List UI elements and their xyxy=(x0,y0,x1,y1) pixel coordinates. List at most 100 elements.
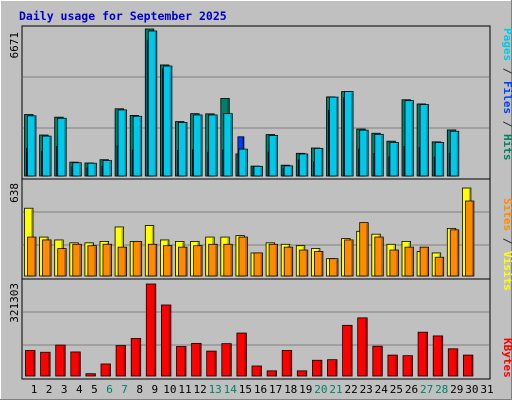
x-tick-label: 6 xyxy=(106,383,113,396)
visits-panel: 638 Sites / Visits xyxy=(8,178,512,291)
x-tick-label: 29 xyxy=(450,383,463,396)
kbytes-bar xyxy=(115,345,126,377)
legend-label-part: / xyxy=(501,231,512,251)
sites-bar xyxy=(42,239,52,277)
pages-bar xyxy=(359,129,369,177)
pages-bar xyxy=(57,117,67,177)
hits-ymax-label: 6671 xyxy=(8,32,21,59)
sites-bar xyxy=(162,245,173,277)
visits-bars xyxy=(24,187,475,277)
x-tick-label: 14 xyxy=(224,383,238,396)
pages-bar xyxy=(72,162,82,177)
kbytes-bar xyxy=(100,363,111,377)
sites-bar xyxy=(464,200,475,277)
sites-bar xyxy=(57,248,67,277)
pages-bar xyxy=(42,135,52,177)
hits-legend-label: Pages / Files / Hits xyxy=(501,28,512,161)
kbytes-bar xyxy=(281,350,293,377)
sites-bar xyxy=(389,249,399,277)
sites-bar xyxy=(102,243,112,277)
x-tick-label: 19 xyxy=(299,383,312,396)
kbytes-bar xyxy=(447,348,459,377)
kbytes-ymax-label: 321303 xyxy=(8,283,21,323)
x-tick-label: 2 xyxy=(46,383,53,396)
sites-bar xyxy=(283,246,294,277)
sites-bar xyxy=(313,251,324,277)
legend-label-part: Pages xyxy=(501,28,512,61)
x-tick-label: 27 xyxy=(420,383,433,396)
x-tick-label: 20 xyxy=(314,383,327,396)
legend-label-part: Files xyxy=(501,81,512,114)
sites-bar xyxy=(117,246,127,277)
x-tick-label: 24 xyxy=(375,383,389,396)
x-tick-label: 1 xyxy=(31,383,38,396)
sites-bar xyxy=(268,243,279,277)
kbytes-panel: 321303 KBytes xyxy=(8,278,512,380)
pages-bar xyxy=(374,133,384,177)
kbytes-bar xyxy=(462,354,474,377)
pages-bar xyxy=(449,130,460,177)
kbytes-bar xyxy=(176,346,187,377)
hits-panel: 6671 Pages / Files / Hits xyxy=(8,25,512,180)
kbytes-bar xyxy=(387,354,398,377)
kbytes-bar xyxy=(311,359,323,377)
pages-bar xyxy=(27,115,37,177)
legend-label-part: Visits xyxy=(501,251,512,291)
x-tick-label: 26 xyxy=(405,383,418,396)
pages-bar xyxy=(238,148,248,177)
pages-bar xyxy=(193,114,203,177)
pages-bar xyxy=(147,30,158,177)
sites-bar xyxy=(208,243,218,277)
sites-bar xyxy=(404,246,414,277)
kbytes-bar xyxy=(70,351,81,377)
kbytes-bar xyxy=(191,342,202,377)
kbytes-bar xyxy=(236,332,247,377)
sites-bar xyxy=(193,245,203,277)
x-tick-label: 8 xyxy=(136,383,143,396)
hits-bars xyxy=(24,28,460,177)
kbytes-bars xyxy=(25,283,474,377)
kbytes-bar xyxy=(432,335,444,377)
kbytes-bar xyxy=(55,344,66,377)
sites-bar xyxy=(449,229,460,277)
pages-bar xyxy=(132,115,143,177)
kbytes-bar xyxy=(296,370,308,377)
sites-bar xyxy=(359,222,369,277)
kbytes-bar xyxy=(160,304,172,377)
x-tick-label: 15 xyxy=(239,383,252,396)
legend-label-part: KBytes xyxy=(501,338,512,378)
x-tick-label: 3 xyxy=(61,383,68,396)
kbytes-bar xyxy=(357,317,368,377)
legend-label-part: Sites xyxy=(501,198,512,231)
legend-label-part: Hits xyxy=(501,134,512,161)
sites-bar xyxy=(329,258,339,277)
x-tick-label: 30 xyxy=(465,383,478,396)
kbytes-bar xyxy=(25,350,36,377)
kbytes-bar xyxy=(221,343,232,377)
sites-bar xyxy=(298,249,309,277)
x-tick-label: 10 xyxy=(163,383,176,396)
kbytes-bar xyxy=(206,350,217,377)
x-tick-label: 18 xyxy=(284,383,297,396)
sites-bar xyxy=(374,236,384,277)
x-tick-label: 16 xyxy=(254,383,267,396)
x-tick-label: 25 xyxy=(390,383,403,396)
sites-bar xyxy=(253,252,263,277)
x-tick-label: 11 xyxy=(178,383,191,396)
x-tick-label: 21 xyxy=(329,383,342,396)
kbytes-bar xyxy=(372,345,383,377)
sites-bar xyxy=(223,243,233,277)
sites-bar xyxy=(147,243,158,277)
sites-bar xyxy=(87,245,97,277)
pages-bar xyxy=(434,142,445,177)
x-tick-label: 23 xyxy=(360,383,373,396)
sites-bar xyxy=(238,236,248,277)
pages-bar xyxy=(178,122,188,177)
pages-bar xyxy=(344,91,354,177)
pages-bar xyxy=(298,153,309,177)
legend-label-part: / xyxy=(501,114,512,134)
pages-bar xyxy=(283,165,294,177)
pages-bar xyxy=(162,65,173,177)
